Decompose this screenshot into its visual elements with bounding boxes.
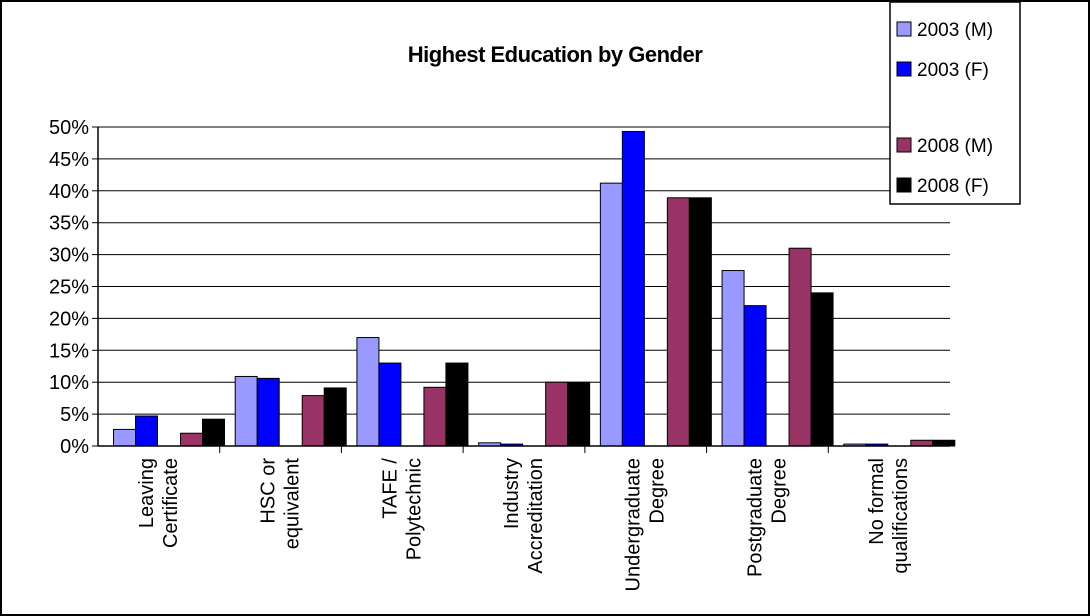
legend-label: 2008 (F): [917, 176, 989, 197]
bar-2003-f: [135, 415, 158, 447]
bar-2008-f: [202, 418, 225, 447]
legend: 2003 (M) 2003 (F) 2008 (M) 2008 (F): [889, 1, 1021, 205]
legend-label: 2008 (M): [917, 136, 993, 157]
legend-swatch: [896, 177, 912, 193]
x-tick-label: equivalent: [282, 458, 304, 550]
bar-2008-f: [688, 197, 712, 447]
legend-swatch: [896, 61, 912, 77]
axes: [92, 126, 950, 453]
bar-2003-m: [356, 337, 380, 447]
bar-2003-m: [113, 428, 136, 447]
x-tick-label: Postgraduate: [744, 458, 766, 577]
y-tick-label: 40%: [49, 181, 89, 203]
bar-2003-m: [599, 182, 623, 447]
y-tick-label: 25%: [49, 277, 89, 299]
x-tick-label: Undergraduate: [623, 458, 645, 591]
x-tick-label: Polytechnic: [403, 458, 425, 560]
legend-swatch: [896, 21, 912, 37]
bar-2008-f: [445, 362, 469, 447]
x-tick-label: Leaving: [136, 458, 158, 528]
bar-2008-m: [545, 381, 569, 447]
bar-2008-m: [666, 197, 690, 447]
bar-2008-m: [423, 386, 447, 447]
bar-2008-m: [180, 432, 203, 447]
x-tick-label: qualifications: [890, 458, 912, 574]
bar-2008-m: [788, 247, 812, 447]
x-tick-label: Degree: [768, 458, 790, 524]
y-tick-label: 10%: [49, 372, 89, 394]
x-tick-label: Industry: [501, 458, 523, 529]
bar-2008-f: [323, 387, 347, 447]
bar-2008-m: [301, 395, 325, 447]
y-tick-labels: 0% 5% 10% 15% 20% 25% 30% 35% 40% 45% 50%: [49, 117, 89, 458]
legend-label: 2003 (F): [917, 60, 989, 81]
x-tick-label: TAFE /: [379, 458, 401, 519]
legend-label: 2003 (M): [917, 20, 993, 41]
bar-2008-f: [932, 439, 956, 447]
bar-2008-m: [910, 439, 934, 447]
y-tick-label: 50%: [49, 117, 89, 139]
y-tick-label: 30%: [49, 245, 89, 267]
x-tick-label: Degree: [647, 458, 669, 524]
y-tick-label: 15%: [49, 340, 89, 362]
bar-2003-f: [256, 377, 280, 447]
x-tick-label: Accreditation: [525, 458, 547, 574]
legend-swatch: [896, 137, 912, 153]
y-tick-label: 20%: [49, 308, 89, 330]
bar-2003-f: [621, 130, 645, 447]
y-tick-label: 35%: [49, 213, 89, 235]
x-tick-label: HSC or: [258, 458, 280, 524]
chart-title: Highest Education by Gender: [408, 42, 703, 67]
y-tick-label: 5%: [60, 404, 89, 426]
bar-2003-m: [234, 375, 258, 447]
y-tick-label: 45%: [49, 149, 89, 171]
x-tick-label: No formal: [866, 458, 888, 545]
bar-2003-f: [743, 305, 767, 447]
bar-2003-m: [721, 270, 745, 447]
bar-2008-f: [810, 292, 834, 447]
bar-2008-f: [567, 381, 591, 447]
legend-box: [889, 1, 1021, 205]
x-tick-labels: Leaving Certificate HSC or equivalent TAFE /…: [136, 458, 912, 592]
y-tick-label: 0%: [60, 436, 89, 458]
x-tick-label: Certificate: [160, 458, 182, 548]
bar-2003-f: [378, 362, 402, 447]
